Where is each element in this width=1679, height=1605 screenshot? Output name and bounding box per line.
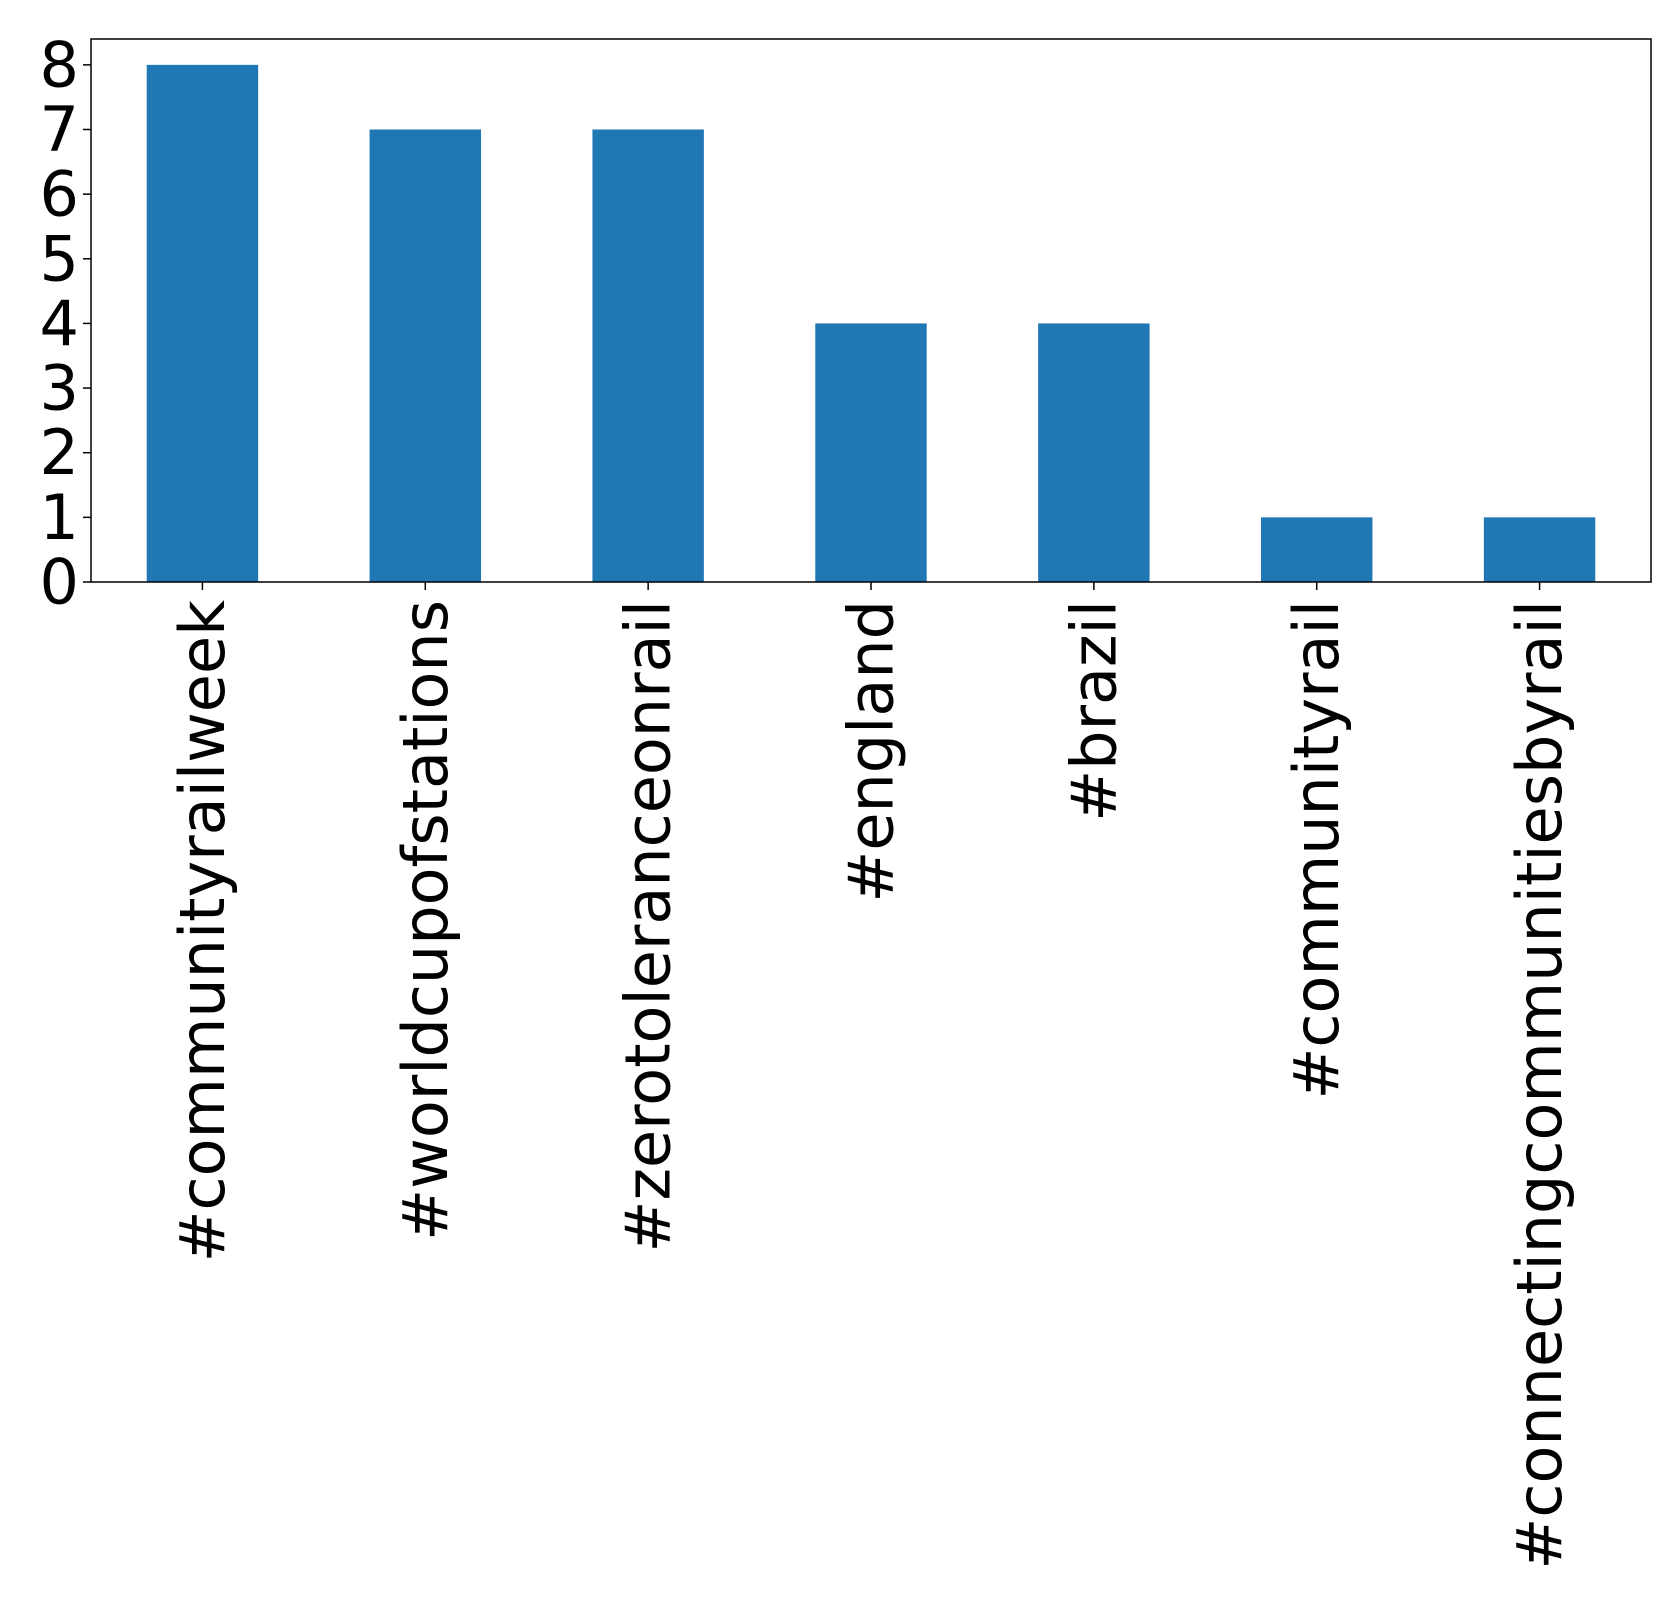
bar — [1483, 517, 1596, 582]
y-tick-label: 7 — [40, 93, 79, 166]
x-axis: #communityrailweek #worldcupofstations #ze… — [166, 582, 1576, 1570]
y-tick-label: 0 — [40, 546, 79, 619]
plot-frame — [90, 38, 1652, 583]
y-tick-label: 3 — [40, 352, 79, 425]
x-tick-label: #brazil — [1057, 600, 1130, 822]
bars-group — [146, 64, 1596, 583]
y-tick-label: 2 — [40, 416, 79, 489]
x-tick-label: #zerotoleranceonrail — [612, 600, 685, 1252]
y-tick-label: 5 — [40, 222, 79, 295]
bar — [369, 129, 481, 582]
x-tick-label: #england — [835, 600, 908, 903]
x-tick-label: #connectingcommunitiesbyrail — [1503, 600, 1576, 1570]
bar — [1261, 517, 1373, 582]
bar — [146, 64, 259, 583]
y-tick-label: 1 — [40, 481, 79, 554]
bar — [1038, 323, 1150, 582]
y-tick-label: 8 — [40, 28, 79, 101]
bar — [592, 129, 704, 582]
x-tick-label: #communityrail — [1280, 600, 1353, 1100]
x-tick-label: #worldcupofstations — [389, 600, 462, 1241]
x-tick-label: #communityrailweek — [166, 600, 239, 1263]
y-tick-label: 6 — [40, 158, 79, 231]
bar — [815, 323, 927, 582]
y-tick-label: 4 — [40, 287, 79, 360]
